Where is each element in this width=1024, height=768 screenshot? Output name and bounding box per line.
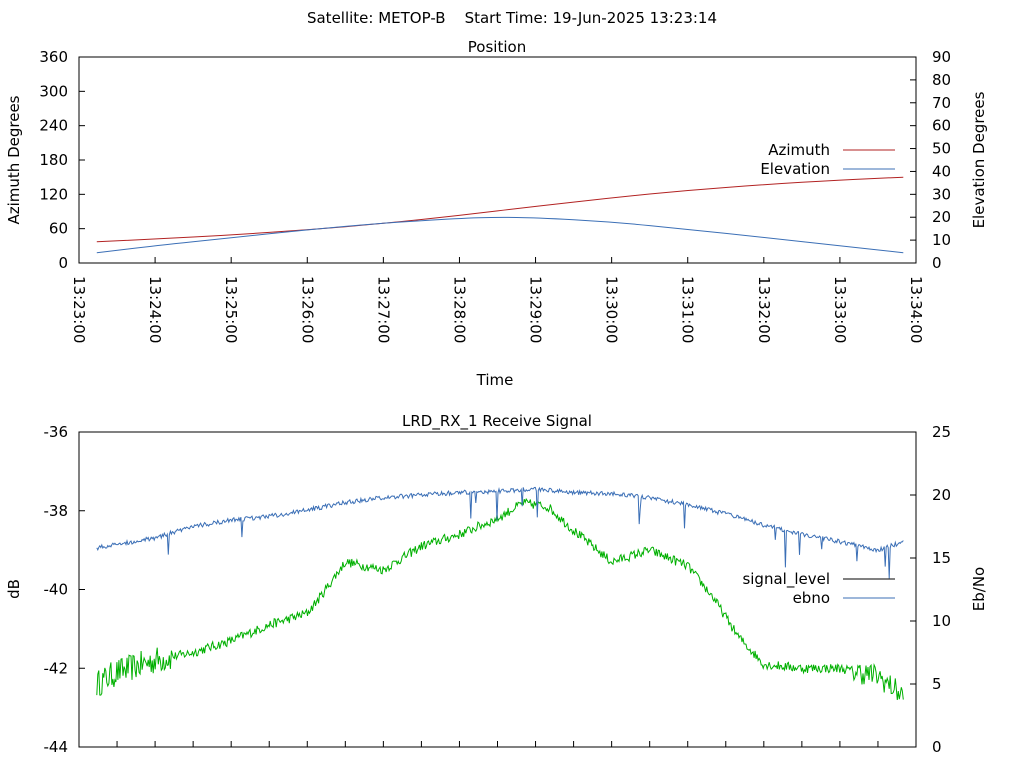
- position-y-tick-label: 240: [39, 117, 68, 135]
- position-y2-tick-label: 40: [932, 162, 951, 180]
- signal-y2-tick-label: 10: [932, 612, 951, 630]
- signal-y2-tick-label: 0: [932, 738, 942, 756]
- signal-y-tick-label: -40: [44, 581, 69, 599]
- position-legend-label: Elevation: [760, 160, 830, 178]
- signal-legend-label: signal_level: [742, 570, 830, 589]
- chart-header: Satellite: METOP-B Start Time: 19-Jun-20…: [307, 9, 717, 27]
- position-series-azimuth: [96, 176, 904, 243]
- position-y-tick-label: 180: [39, 151, 68, 169]
- position-x-tick-label: 13:23:00: [70, 276, 88, 343]
- signal-y2-tick-label: 5: [932, 675, 942, 693]
- position-y-tick-label: 60: [49, 220, 68, 238]
- signal-y-tick-label: -42: [44, 659, 69, 677]
- position-y2-tick-label: 10: [932, 231, 951, 249]
- position-x-tick-label: 13:34:00: [907, 276, 925, 343]
- position-title: Position: [468, 38, 526, 56]
- position-chart: Position Azimuth Degrees Elevation Degre…: [5, 38, 988, 389]
- position-series: [96, 176, 904, 254]
- signal-plot-frame: [78, 431, 917, 748]
- signal-y-tick-label: -36: [44, 423, 69, 441]
- position-x-tick-label: 13:30:00: [603, 276, 621, 343]
- position-y2-tick-label: 50: [932, 140, 951, 158]
- position-y-tick-label: 0: [58, 254, 68, 272]
- position-x-tick-label: 13:26:00: [298, 276, 316, 343]
- position-x-tick-label: 13:25:00: [222, 276, 240, 343]
- signal-series-ebno: [96, 486, 904, 579]
- position-y-tick-label: 360: [39, 48, 68, 66]
- signal-y2-tick-label: 25: [932, 423, 951, 441]
- position-y2-tick-label: 30: [932, 185, 951, 203]
- position-x-tick-label: 13:32:00: [755, 276, 773, 343]
- signal-y-tick-label: -38: [44, 502, 69, 520]
- position-x-tick-label: 13:28:00: [450, 276, 468, 343]
- signal-y2-tick-label: 15: [932, 549, 951, 567]
- position-y-tick-label: 300: [39, 82, 68, 100]
- position-y2-tick-label: 60: [932, 117, 951, 135]
- position-x-tick-label: 13:31:00: [679, 276, 697, 343]
- signal-title: LRD_RX_1 Receive Signal: [402, 412, 592, 431]
- position-y-axis-label: Azimuth Degrees: [5, 95, 23, 224]
- signal-legend-label: ebno: [793, 589, 830, 607]
- position-ticks: 0 60 120 180 240 300 360 0 10 20 30 40 50 60 70 80 90 13:…: [39, 48, 951, 343]
- position-y2-axis-label: Elevation Degrees: [970, 91, 988, 228]
- signal-chart: LRD_RX_1 Receive Signal dB Eb/No -44-42-…: [5, 412, 988, 756]
- position-legend-label: Azimuth: [768, 141, 830, 159]
- signal-series-signal-level: [96, 497, 904, 700]
- signal-y-axis-label: dB: [5, 579, 23, 599]
- position-x-axis-label: Time: [476, 371, 514, 389]
- signal-series: [96, 486, 904, 700]
- position-y2-tick-label: 80: [932, 71, 951, 89]
- signal-ticks: -44 -42 -40 -38 -36 0 5 10 15 20 25: [44, 423, 952, 756]
- position-series-elevation: [96, 216, 904, 254]
- position-y2-tick-label: 70: [932, 94, 951, 112]
- position-y2-tick-label: 20: [932, 208, 951, 226]
- position-x-tick-label: 13:27:00: [374, 276, 392, 343]
- position-y2-tick-label: 0: [932, 254, 942, 272]
- position-x-tick-label: 13:33:00: [831, 276, 849, 343]
- position-x-tick-label: 13:24:00: [146, 276, 164, 343]
- signal-y-tick-label: -44: [44, 738, 69, 756]
- position-y-tick-label: 120: [39, 185, 68, 203]
- signal-y2-axis-label: Eb/No: [970, 567, 988, 611]
- signal-y2-tick-label: 20: [932, 486, 951, 504]
- position-y2-tick-label: 90: [932, 48, 951, 66]
- position-x-tick-label: 13:29:00: [527, 276, 545, 343]
